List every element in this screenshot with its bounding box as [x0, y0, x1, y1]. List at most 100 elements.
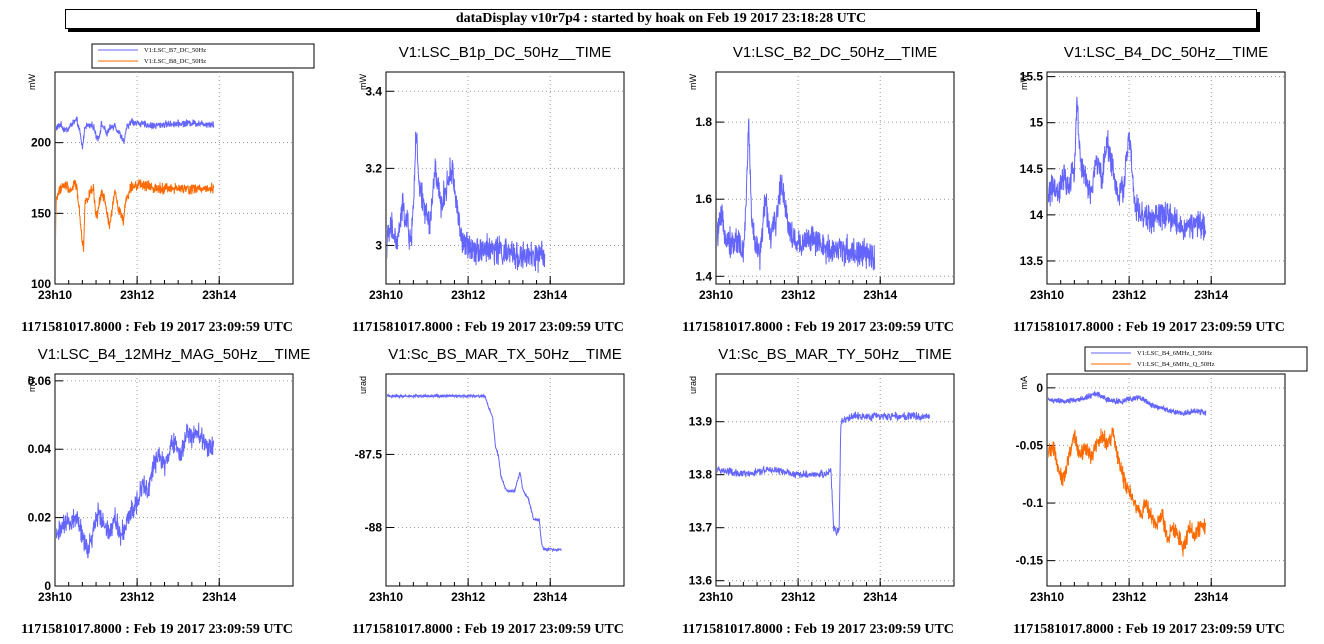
legend-entry: V1:LSC_B4_6MHz_Q_50Hz	[1137, 361, 1215, 368]
y-tick-label: 13.6	[689, 574, 713, 588]
plot-frame	[715, 71, 955, 285]
x-tick-label: 23h12	[451, 590, 485, 604]
y-tick-label: 13.7	[689, 521, 713, 535]
chart-panel-3: 23h10 23h12 23h14 1.4 1.6 1.8 mW V1:LSC_B2_DC_5…	[682, 44, 955, 335]
x-tick-label: 23h12	[120, 590, 154, 604]
y-tick-label: 13.8	[689, 468, 713, 482]
series-line-2	[1048, 427, 1207, 557]
y-tick-label: 1.8	[695, 115, 712, 129]
x-tick-label: 23h10	[1030, 288, 1064, 302]
chart-timestamp: 1171581017.8000 : Feb 19 2017 23:09:59 U…	[21, 320, 293, 335]
series-line-2	[56, 179, 215, 252]
x-tick-label: 23h10	[699, 288, 733, 302]
series-line-1	[1048, 391, 1207, 417]
y-tick-label: 200	[31, 136, 51, 150]
series-line-1	[717, 118, 876, 271]
y-tick-label: 14	[1030, 208, 1044, 222]
window-title: dataDisplay v10r7p4 : started by hoak on…	[65, 9, 1257, 29]
legend-box	[1084, 346, 1308, 372]
x-tick-label: 23h14	[533, 590, 567, 604]
chart-title: V1:LSC_B2_DC_50Hz__TIME	[733, 44, 937, 61]
plot-frame	[54, 71, 294, 285]
y-tick-label: 13.9	[689, 415, 713, 429]
plot-frame	[715, 373, 955, 587]
chart-title: V1:Sc_BS_MAR_TX_50Hz__TIME	[388, 346, 621, 363]
chart-title: V1:Sc_BS_MAR_TY_50Hz__TIME	[718, 346, 951, 363]
x-tick-label: 23h14	[202, 590, 236, 604]
y-tick-label: 0.04	[28, 442, 52, 456]
y-tick-label: 100	[31, 277, 51, 291]
x-tick-label: 23h10	[699, 590, 733, 604]
y-tick-label: 1.6	[695, 192, 712, 206]
x-tick-label: 23h14	[1194, 288, 1228, 302]
y-axis-label: mW	[1019, 74, 1029, 90]
chart-timestamp: 1171581017.8000 : Feb 19 2017 23:09:59 U…	[1013, 320, 1285, 335]
x-tick-label: 23h14	[202, 288, 236, 302]
x-tick-label: 23h10	[369, 590, 403, 604]
y-tick-label: 0.02	[28, 511, 52, 525]
y-tick-label: 0	[1036, 381, 1043, 395]
x-tick-label: 23h12	[781, 288, 815, 302]
chart-panel-2: 23h10 23h12 23h14 3 3.2 3.4mW V1:LSC_B1p_DC_50…	[352, 44, 625, 335]
y-axis-label: urad	[688, 376, 698, 394]
chart-timestamp: 1171581017.8000 : Feb 19 2017 23:09:59 U…	[682, 622, 954, 637]
y-tick-label: 13.5	[1020, 254, 1044, 268]
y-tick-label: 1.4	[695, 269, 712, 283]
series-line-1	[1048, 96, 1207, 241]
y-axis-label: mW	[27, 74, 37, 90]
series-line-1	[387, 131, 546, 273]
chart-timestamp: 1171581017.8000 : Feb 19 2017 23:09:59 U…	[21, 622, 293, 637]
legend-box	[91, 43, 315, 69]
chart-panel-8: 23h10 23h12 23h14 0 -0.05 -0.1 -0.15 mA V1:LSC_B…	[1013, 346, 1308, 637]
series-line-1	[387, 392, 562, 553]
chart-panel-6: 23h10 23h12 23h14 -87.5 -88 urad V1:Sc_BS_MAR_…	[352, 346, 625, 637]
y-axis-label: mW	[688, 74, 698, 90]
x-tick-label: 23h14	[1194, 590, 1228, 604]
plot-frame	[1046, 71, 1286, 285]
x-tick-label: 23h12	[1112, 590, 1146, 604]
y-tick-label: 3.4	[365, 84, 382, 98]
legend-entry: V1:LSC_B7_DC_50Hz	[144, 47, 206, 54]
x-tick-label: 23h10	[38, 288, 72, 302]
x-tick-label: 23h12	[120, 288, 154, 302]
y-axis-label: mW	[27, 376, 37, 392]
x-tick-label: 23h14	[863, 288, 897, 302]
chart-panel-5: 23h10 23h12 23h14 0 0.02 0.04 0.06mWV1:LSC_B4_…	[21, 346, 310, 637]
y-tick-label: -0.1	[1022, 496, 1043, 510]
x-tick-label: 23h12	[781, 590, 815, 604]
y-tick-label: 0	[44, 579, 51, 593]
y-axis-label: urad	[358, 376, 368, 394]
chart-timestamp: 1171581017.8000 : Feb 19 2017 23:09:59 U…	[352, 320, 624, 335]
x-tick-label: 23h10	[38, 590, 72, 604]
y-tick-label: -0.15	[1016, 554, 1044, 568]
y-tick-label: 150	[31, 206, 51, 220]
chart-panel-7: 23h10 23h12 23h14 13.6 13.7 13.8 13.9 urad V1:Sc…	[682, 346, 955, 637]
series-line-1	[56, 422, 215, 559]
y-tick-label: 15.5	[1020, 70, 1044, 84]
x-tick-label: 23h14	[863, 590, 897, 604]
y-tick-label: 3.2	[365, 161, 382, 175]
chart-title: V1:LSC_B4_12MHz_MAG_50Hz__TIME	[38, 346, 311, 363]
x-tick-label: 23h10	[369, 288, 403, 302]
y-tick-label: -88	[365, 521, 383, 535]
x-tick-label: 23h12	[451, 288, 485, 302]
y-tick-label: 14.5	[1020, 162, 1044, 176]
chart-panel-1: 23h10 23h12 23h14 100 150 200 mW V1:LSC_B7_DC_5…	[21, 43, 315, 335]
series-line-1	[717, 410, 930, 536]
y-tick-label: -87.5	[355, 447, 383, 461]
x-tick-label: 23h10	[1030, 590, 1064, 604]
plot-frame	[54, 373, 294, 587]
chart-timestamp: 1171581017.8000 : Feb 19 2017 23:09:59 U…	[1013, 622, 1285, 637]
chart-title: V1:LSC_B1p_DC_50Hz__TIME	[399, 44, 612, 61]
y-tick-label: 15	[1030, 116, 1044, 130]
chart-panel-4: 23h10 23h12 23h14 13.5 14 14.5 15 15.5mW V1:LSC_…	[1013, 44, 1286, 335]
x-tick-label: 23h14	[533, 288, 567, 302]
plot-frame	[385, 373, 625, 587]
legend-entry: V1:LSC_B8_DC_50Hz	[144, 58, 206, 65]
plot-frame	[1046, 373, 1286, 587]
chart-timestamp: 1171581017.8000 : Feb 19 2017 23:09:59 U…	[682, 320, 954, 335]
legend-entry: V1:LSC_B4_6MHz_I_50Hz	[1137, 350, 1212, 357]
y-axis-label: mW	[358, 74, 368, 90]
y-tick-label: -0.05	[1016, 438, 1044, 452]
